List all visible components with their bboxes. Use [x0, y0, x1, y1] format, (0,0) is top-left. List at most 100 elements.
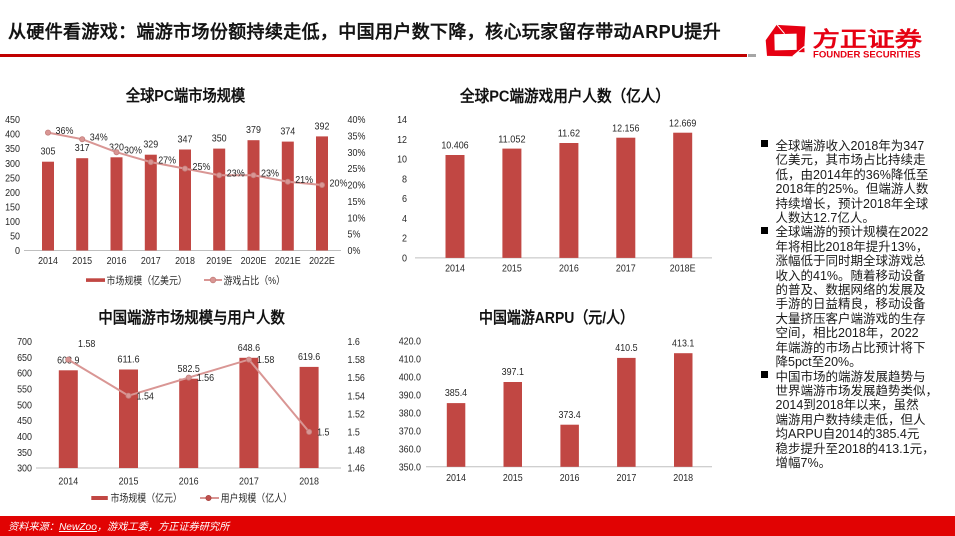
svg-text:6: 6 — [402, 193, 407, 205]
svg-text:1.5: 1.5 — [348, 427, 361, 439]
svg-text:35%: 35% — [348, 131, 366, 143]
svg-text:619.6: 619.6 — [298, 351, 320, 363]
svg-text:0: 0 — [15, 245, 20, 257]
svg-text:413.1: 413.1 — [672, 337, 694, 349]
svg-text:370.0: 370.0 — [399, 425, 421, 437]
svg-text:25%: 25% — [348, 163, 366, 175]
svg-text:300: 300 — [17, 463, 32, 475]
svg-text:582.5: 582.5 — [178, 363, 200, 375]
svg-text:12.156: 12.156 — [612, 122, 639, 134]
svg-text:40%: 40% — [348, 114, 366, 126]
svg-text:1.56: 1.56 — [197, 372, 215, 384]
svg-text:360.0: 360.0 — [399, 443, 421, 455]
svg-text:12.669: 12.669 — [669, 117, 696, 129]
svg-text:390.0: 390.0 — [399, 389, 421, 401]
svg-text:27%: 27% — [158, 154, 176, 166]
svg-text:25%: 25% — [193, 161, 211, 173]
svg-text:12: 12 — [397, 134, 407, 146]
svg-text:450: 450 — [5, 114, 20, 126]
svg-text:600: 600 — [17, 368, 32, 380]
svg-text:373.4: 373.4 — [558, 409, 580, 421]
svg-text:20%: 20% — [330, 177, 348, 189]
svg-text:23%: 23% — [261, 168, 279, 180]
svg-text:250: 250 — [5, 172, 20, 184]
svg-text:329: 329 — [143, 139, 158, 151]
svg-text:1.52: 1.52 — [348, 408, 366, 420]
svg-text:50: 50 — [10, 231, 20, 243]
svg-text:650: 650 — [17, 352, 32, 364]
svg-text:FOUNDER SECURITIES: FOUNDER SECURITIES — [813, 48, 921, 59]
svg-text:392: 392 — [315, 120, 330, 132]
svg-text:1.54: 1.54 — [348, 390, 366, 402]
svg-text:317: 317 — [75, 142, 90, 154]
svg-text:385.4: 385.4 — [445, 387, 467, 399]
svg-text:2017: 2017 — [617, 472, 637, 484]
svg-text:1.48: 1.48 — [348, 445, 366, 457]
svg-text:2015: 2015 — [502, 263, 522, 275]
svg-text:全球PC端游戏用户人数（亿人）: 全球PC端游戏用户人数（亿人） — [459, 87, 670, 106]
svg-text:10%: 10% — [348, 212, 366, 224]
svg-text:350: 350 — [5, 143, 20, 155]
svg-text:0: 0 — [402, 253, 407, 265]
svg-text:30%: 30% — [348, 147, 366, 159]
svg-text:374: 374 — [280, 126, 295, 138]
svg-text:2015: 2015 — [119, 476, 139, 488]
svg-text:1.58: 1.58 — [78, 338, 96, 350]
svg-text:11.052: 11.052 — [498, 133, 525, 145]
svg-text:2017: 2017 — [141, 255, 161, 267]
svg-text:14: 14 — [397, 114, 407, 126]
svg-text:700: 700 — [17, 336, 32, 348]
svg-text:379: 379 — [246, 124, 261, 136]
svg-text:方正证券: 方正证券 — [813, 27, 924, 51]
svg-text:用户规模（亿人）: 用户规模（亿人） — [221, 492, 292, 505]
svg-text:中国端游ARPU（元/人）: 中国端游ARPU（元/人） — [479, 308, 634, 327]
svg-text:500: 500 — [17, 399, 32, 411]
svg-text:150: 150 — [5, 201, 20, 213]
svg-text:市场规模（亿美元）: 市场规模（亿美元） — [107, 274, 187, 287]
svg-text:23%: 23% — [227, 168, 245, 180]
svg-text:410.0: 410.0 — [399, 353, 421, 365]
svg-text:648.6: 648.6 — [238, 342, 260, 354]
svg-text:8: 8 — [402, 173, 407, 185]
svg-text:2015: 2015 — [72, 255, 92, 267]
svg-text:20%: 20% — [348, 180, 366, 192]
svg-text:游戏占比（%）: 游戏占比（%） — [224, 274, 286, 287]
svg-text:2021E: 2021E — [275, 255, 301, 267]
svg-text:1.56: 1.56 — [348, 372, 366, 384]
svg-text:2017: 2017 — [239, 476, 259, 488]
svg-text:2014: 2014 — [446, 472, 466, 484]
svg-text:347: 347 — [178, 134, 193, 146]
svg-text:2014: 2014 — [445, 263, 465, 275]
svg-text:2018: 2018 — [673, 472, 693, 484]
svg-text:200: 200 — [5, 187, 20, 199]
svg-text:2: 2 — [402, 233, 407, 245]
svg-text:全球PC端市场规模: 全球PC端市场规模 — [125, 86, 246, 105]
svg-text:中国端游市场规模与用户人数: 中国端游市场规模与用户人数 — [98, 308, 285, 327]
svg-text:410.5: 410.5 — [615, 342, 637, 354]
svg-text:397.1: 397.1 — [502, 366, 524, 378]
svg-text:350: 350 — [212, 133, 227, 145]
svg-text:36%: 36% — [56, 125, 74, 137]
svg-text:400: 400 — [17, 431, 32, 443]
svg-text:1.54: 1.54 — [137, 390, 155, 402]
svg-text:15%: 15% — [348, 196, 366, 208]
svg-text:450: 450 — [17, 415, 32, 427]
svg-text:305: 305 — [41, 146, 56, 158]
svg-text:2018E: 2018E — [670, 263, 696, 275]
svg-text:2016: 2016 — [560, 472, 580, 484]
svg-text:2014: 2014 — [38, 255, 58, 267]
svg-text:300: 300 — [5, 158, 20, 170]
svg-text:550: 550 — [17, 384, 32, 396]
svg-text:2020E: 2020E — [241, 255, 267, 267]
svg-text:100: 100 — [5, 216, 20, 228]
svg-text:420.0: 420.0 — [399, 335, 421, 347]
svg-text:10: 10 — [397, 154, 407, 166]
svg-text:2014: 2014 — [58, 476, 78, 488]
svg-text:400.0: 400.0 — [399, 371, 421, 383]
svg-text:2018: 2018 — [175, 255, 195, 267]
svg-text:2017: 2017 — [616, 263, 636, 275]
svg-text:2019E: 2019E — [206, 255, 232, 267]
svg-text:0%: 0% — [348, 245, 361, 257]
svg-text:21%: 21% — [295, 174, 313, 186]
svg-text:350.0: 350.0 — [399, 461, 421, 473]
